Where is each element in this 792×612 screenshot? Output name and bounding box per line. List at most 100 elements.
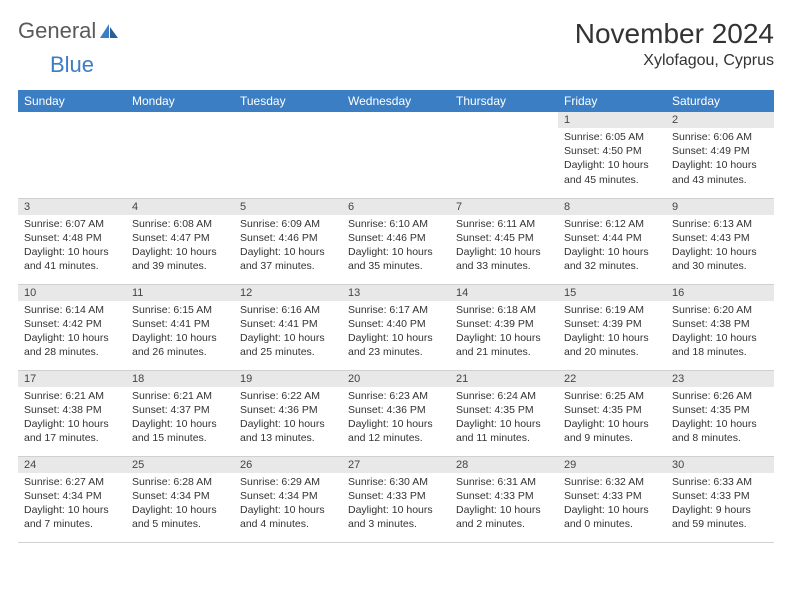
day-number: 3 (18, 199, 126, 215)
day-details: Sunrise: 6:31 AMSunset: 4:33 PMDaylight:… (450, 473, 558, 536)
calendar-cell: 1Sunrise: 6:05 AMSunset: 4:50 PMDaylight… (558, 112, 666, 198)
weekday-header-row: SundayMondayTuesdayWednesdayThursdayFrid… (18, 90, 774, 112)
day-number: 30 (666, 457, 774, 473)
calendar-cell: 7Sunrise: 6:11 AMSunset: 4:45 PMDaylight… (450, 198, 558, 284)
weekday-header: Sunday (18, 90, 126, 112)
calendar-cell: 9Sunrise: 6:13 AMSunset: 4:43 PMDaylight… (666, 198, 774, 284)
day-details: Sunrise: 6:20 AMSunset: 4:38 PMDaylight:… (666, 301, 774, 364)
day-details: Sunrise: 6:27 AMSunset: 4:34 PMDaylight:… (18, 473, 126, 536)
day-details: Sunrise: 6:13 AMSunset: 4:43 PMDaylight:… (666, 215, 774, 278)
calendar-cell: 27Sunrise: 6:30 AMSunset: 4:33 PMDayligh… (342, 456, 450, 542)
day-details: Sunrise: 6:08 AMSunset: 4:47 PMDaylight:… (126, 215, 234, 278)
day-number: 16 (666, 285, 774, 301)
day-details: Sunrise: 6:07 AMSunset: 4:48 PMDaylight:… (18, 215, 126, 278)
day-details: Sunrise: 6:12 AMSunset: 4:44 PMDaylight:… (558, 215, 666, 278)
calendar-cell: 4Sunrise: 6:08 AMSunset: 4:47 PMDaylight… (126, 198, 234, 284)
day-number: 20 (342, 371, 450, 387)
day-details: Sunrise: 6:18 AMSunset: 4:39 PMDaylight:… (450, 301, 558, 364)
day-number: 15 (558, 285, 666, 301)
day-details: Sunrise: 6:16 AMSunset: 4:41 PMDaylight:… (234, 301, 342, 364)
calendar-cell: 12Sunrise: 6:16 AMSunset: 4:41 PMDayligh… (234, 284, 342, 370)
calendar-cell: 3Sunrise: 6:07 AMSunset: 4:48 PMDaylight… (18, 198, 126, 284)
calendar-row: 10Sunrise: 6:14 AMSunset: 4:42 PMDayligh… (18, 284, 774, 370)
logo-text-blue: Blue (50, 52, 94, 77)
weekday-header: Wednesday (342, 90, 450, 112)
logo: General (18, 18, 122, 44)
calendar-cell (450, 112, 558, 198)
calendar-cell: 8Sunrise: 6:12 AMSunset: 4:44 PMDaylight… (558, 198, 666, 284)
day-details: Sunrise: 6:26 AMSunset: 4:35 PMDaylight:… (666, 387, 774, 450)
calendar-cell: 11Sunrise: 6:15 AMSunset: 4:41 PMDayligh… (126, 284, 234, 370)
day-number: 22 (558, 371, 666, 387)
calendar-cell: 23Sunrise: 6:26 AMSunset: 4:35 PMDayligh… (666, 370, 774, 456)
calendar-cell: 26Sunrise: 6:29 AMSunset: 4:34 PMDayligh… (234, 456, 342, 542)
day-number: 27 (342, 457, 450, 473)
day-number: 11 (126, 285, 234, 301)
calendar-cell: 6Sunrise: 6:10 AMSunset: 4:46 PMDaylight… (342, 198, 450, 284)
day-number: 7 (450, 199, 558, 215)
calendar-row: 3Sunrise: 6:07 AMSunset: 4:48 PMDaylight… (18, 198, 774, 284)
day-details: Sunrise: 6:23 AMSunset: 4:36 PMDaylight:… (342, 387, 450, 450)
weekday-header: Monday (126, 90, 234, 112)
day-number: 13 (342, 285, 450, 301)
day-details: Sunrise: 6:28 AMSunset: 4:34 PMDaylight:… (126, 473, 234, 536)
calendar-row: 17Sunrise: 6:21 AMSunset: 4:38 PMDayligh… (18, 370, 774, 456)
day-number: 4 (126, 199, 234, 215)
day-number: 18 (126, 371, 234, 387)
calendar-cell: 25Sunrise: 6:28 AMSunset: 4:34 PMDayligh… (126, 456, 234, 542)
calendar-row: 24Sunrise: 6:27 AMSunset: 4:34 PMDayligh… (18, 456, 774, 542)
month-title: November 2024 (575, 18, 774, 50)
day-details: Sunrise: 6:29 AMSunset: 4:34 PMDaylight:… (234, 473, 342, 536)
calendar-cell: 29Sunrise: 6:32 AMSunset: 4:33 PMDayligh… (558, 456, 666, 542)
calendar-cell: 21Sunrise: 6:24 AMSunset: 4:35 PMDayligh… (450, 370, 558, 456)
day-number: 8 (558, 199, 666, 215)
weekday-header: Thursday (450, 90, 558, 112)
calendar-cell: 20Sunrise: 6:23 AMSunset: 4:36 PMDayligh… (342, 370, 450, 456)
day-details: Sunrise: 6:24 AMSunset: 4:35 PMDaylight:… (450, 387, 558, 450)
day-details: Sunrise: 6:32 AMSunset: 4:33 PMDaylight:… (558, 473, 666, 536)
day-details: Sunrise: 6:21 AMSunset: 4:38 PMDaylight:… (18, 387, 126, 450)
calendar-cell (234, 112, 342, 198)
weekday-header: Saturday (666, 90, 774, 112)
calendar-body: 1Sunrise: 6:05 AMSunset: 4:50 PMDaylight… (18, 112, 774, 542)
day-details: Sunrise: 6:09 AMSunset: 4:46 PMDaylight:… (234, 215, 342, 278)
logo-text-general: General (18, 18, 96, 44)
day-details: Sunrise: 6:11 AMSunset: 4:45 PMDaylight:… (450, 215, 558, 278)
calendar-cell: 24Sunrise: 6:27 AMSunset: 4:34 PMDayligh… (18, 456, 126, 542)
day-number: 1 (558, 112, 666, 128)
sail-icon (98, 22, 120, 40)
day-details: Sunrise: 6:21 AMSunset: 4:37 PMDaylight:… (126, 387, 234, 450)
calendar-cell (342, 112, 450, 198)
day-details: Sunrise: 6:17 AMSunset: 4:40 PMDaylight:… (342, 301, 450, 364)
day-details: Sunrise: 6:30 AMSunset: 4:33 PMDaylight:… (342, 473, 450, 536)
day-number: 5 (234, 199, 342, 215)
day-details: Sunrise: 6:25 AMSunset: 4:35 PMDaylight:… (558, 387, 666, 450)
day-number: 12 (234, 285, 342, 301)
calendar-cell: 30Sunrise: 6:33 AMSunset: 4:33 PMDayligh… (666, 456, 774, 542)
day-number: 24 (18, 457, 126, 473)
calendar-cell: 19Sunrise: 6:22 AMSunset: 4:36 PMDayligh… (234, 370, 342, 456)
weekday-header: Friday (558, 90, 666, 112)
day-number: 2 (666, 112, 774, 128)
day-number: 17 (18, 371, 126, 387)
day-number: 9 (666, 199, 774, 215)
day-details: Sunrise: 6:15 AMSunset: 4:41 PMDaylight:… (126, 301, 234, 364)
calendar-cell: 13Sunrise: 6:17 AMSunset: 4:40 PMDayligh… (342, 284, 450, 370)
day-details: Sunrise: 6:10 AMSunset: 4:46 PMDaylight:… (342, 215, 450, 278)
day-details: Sunrise: 6:33 AMSunset: 4:33 PMDaylight:… (666, 473, 774, 536)
day-number: 25 (126, 457, 234, 473)
weekday-header: Tuesday (234, 90, 342, 112)
day-number: 26 (234, 457, 342, 473)
day-number: 29 (558, 457, 666, 473)
calendar-cell: 2Sunrise: 6:06 AMSunset: 4:49 PMDaylight… (666, 112, 774, 198)
day-details: Sunrise: 6:06 AMSunset: 4:49 PMDaylight:… (666, 128, 774, 191)
calendar-cell (18, 112, 126, 198)
calendar-cell: 18Sunrise: 6:21 AMSunset: 4:37 PMDayligh… (126, 370, 234, 456)
day-details: Sunrise: 6:05 AMSunset: 4:50 PMDaylight:… (558, 128, 666, 191)
day-number: 10 (18, 285, 126, 301)
calendar-cell: 15Sunrise: 6:19 AMSunset: 4:39 PMDayligh… (558, 284, 666, 370)
day-number: 14 (450, 285, 558, 301)
day-number: 23 (666, 371, 774, 387)
day-number: 6 (342, 199, 450, 215)
day-number: 19 (234, 371, 342, 387)
